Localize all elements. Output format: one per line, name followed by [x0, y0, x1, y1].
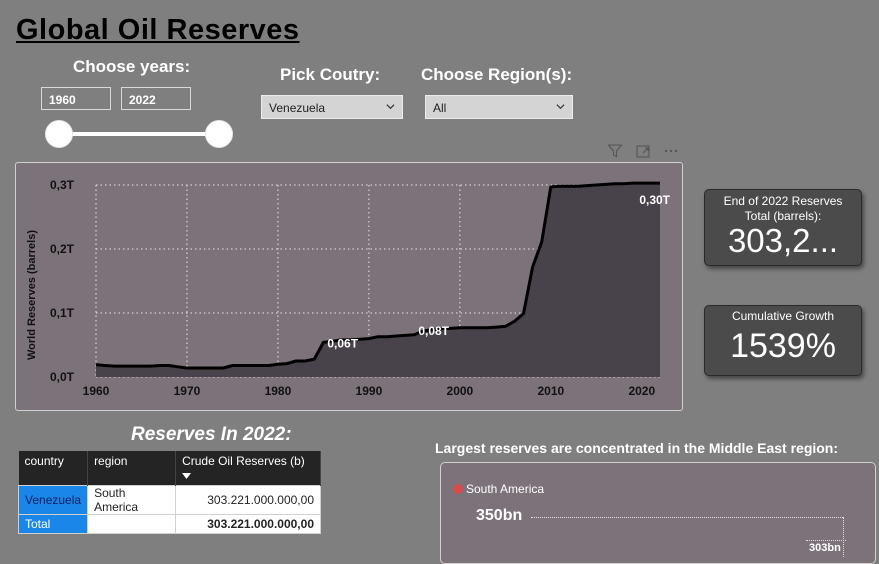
page-title: Global Oil Reserves — [16, 14, 300, 46]
x-tick-label: 2010 — [537, 384, 564, 398]
y-axis-label: World Reserves (barrels) — [26, 230, 38, 360]
column-header-region[interactable]: region — [87, 451, 177, 486]
cell-reserves[interactable]: 303.221.000.000,00 — [175, 485, 321, 515]
growth-card-label: Cumulative Growth — [731, 309, 835, 323]
filter-icon[interactable] — [607, 143, 623, 159]
chevron-down-icon — [386, 104, 395, 110]
region-dropdown-value: All — [433, 101, 447, 115]
y-tick-label: 0,0T — [50, 370, 75, 384]
cell-country[interactable]: Venezuela — [17, 485, 89, 515]
reserves-table: country region Crude Oil Reserves (b) Ve… — [17, 451, 321, 534]
total-reserves: 303.221.000.000,00 — [175, 514, 321, 534]
x-tick-label: 1980 — [265, 384, 292, 398]
more-options-icon[interactable] — [663, 143, 679, 159]
x-tick-label: 1970 — [174, 384, 201, 398]
x-tick-label: 2000 — [447, 384, 474, 398]
column-header-country[interactable]: country — [18, 451, 89, 486]
sort-descending-icon — [182, 473, 192, 479]
map-gridline — [531, 517, 843, 518]
years-filter-label: Choose years: — [73, 57, 191, 76]
country-dropdown[interactable]: Venezuela — [261, 95, 403, 119]
reserves-card-label: End of 2022 Reserves Total (barrels): — [723, 194, 843, 223]
country-filter-label: Pick Coutry: — [280, 65, 381, 84]
y-tick-label: 0,2T — [50, 242, 75, 256]
year-slider-track[interactable] — [58, 132, 219, 136]
focus-mode-icon[interactable] — [635, 143, 651, 159]
y-tick-label: 0,3T — [50, 178, 75, 192]
data-label: 0,06T — [327, 337, 358, 351]
reserves-chart-panel: 0,0T 0,1T 0,2T 0,3T 1960 1970 1980 1990 2000 2010… — [15, 162, 683, 411]
reserves-area-chart: 0,0T 0,1T 0,2T 0,3T 1960 1970 1980 1990 2000 2010… — [26, 178, 671, 398]
growth-card: Cumulative Growth 1539% — [704, 305, 862, 376]
map-panel: South America 350bn 303bn — [440, 462, 876, 564]
reserves-line — [95, 181, 660, 370]
cell-region[interactable]: South America — [87, 485, 177, 515]
total-region — [87, 514, 177, 534]
reserves-card: End of 2022 Reserves Total (barrels): 30… — [704, 189, 862, 266]
table-title: Reserves In 2022: — [131, 424, 292, 445]
column-header-reserves-label: Crude Oil Reserves (b) — [182, 454, 305, 468]
x-tick-label: 1960 — [83, 384, 110, 398]
map-gridline-vertical — [843, 517, 844, 557]
year-slider-end-handle[interactable] — [205, 120, 233, 148]
map-partial-label: 303bn — [809, 542, 841, 554]
y-tick-label: 0,1T — [50, 306, 75, 320]
data-label: 0,08T — [418, 324, 449, 338]
growth-card-value: 1539% — [730, 327, 836, 365]
table-row[interactable]: Venezuela South America 303.221.000.000,… — [17, 485, 321, 515]
year-slider-start-handle[interactable] — [45, 120, 73, 148]
x-tick-label: 2020 — [628, 384, 655, 398]
x-tick-label: 1990 — [356, 384, 383, 398]
map-gridline-lower — [806, 540, 846, 542]
table-total-row: Total 303.221.000.000,00 — [17, 514, 321, 534]
region-filter-label: Choose Region(s): — [421, 65, 573, 84]
column-header-reserves[interactable]: Crude Oil Reserves (b) — [175, 451, 321, 486]
region-dropdown[interactable]: All — [425, 95, 573, 119]
legend-label: South America — [466, 482, 545, 496]
reserves-area — [96, 183, 660, 377]
chevron-down-icon — [556, 104, 565, 110]
data-label: 0,30T — [639, 193, 670, 207]
reserves-card-value: 303,2... — [727, 222, 839, 259]
legend-swatch — [453, 484, 463, 494]
total-label: Total — [17, 514, 89, 534]
map-value-label: 350bn — [476, 507, 523, 524]
year-to-input[interactable]: 2022 — [121, 87, 191, 110]
year-from-input[interactable]: 1960 — [41, 87, 111, 110]
map-panel-title: Largest reserves are concentrated in the… — [435, 440, 839, 456]
country-dropdown-value: Venezuela — [269, 101, 326, 115]
table-header-row: country region Crude Oil Reserves (b) — [18, 451, 321, 486]
